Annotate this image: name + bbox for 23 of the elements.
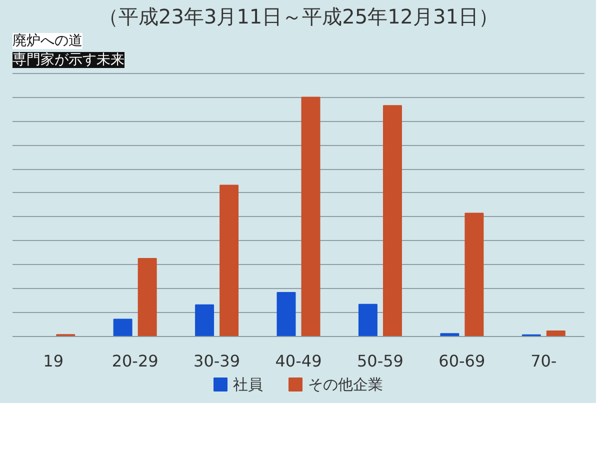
bar — [195, 304, 214, 336]
x-tick-label: 30-39 — [194, 352, 240, 370]
x-tick-label: 20-29 — [112, 352, 158, 370]
bar — [276, 292, 296, 336]
bar — [301, 96, 320, 336]
bar — [546, 330, 566, 336]
text: 専門家が示す未来 — [12, 52, 124, 68]
bar — [382, 105, 402, 336]
x-tick-label: 40-49 — [275, 352, 322, 370]
bar — [358, 304, 378, 336]
x-tick-label: 19 — [43, 352, 64, 370]
x-tick-label: 60-69 — [438, 352, 486, 370]
bar — [113, 318, 132, 336]
x-tick-label: 70- — [530, 352, 557, 370]
bar — [464, 212, 484, 336]
bar — [138, 258, 157, 336]
text: 廃炉への道 — [12, 33, 82, 49]
legend-label: その他企業 — [308, 376, 383, 394]
bar — [220, 184, 239, 336]
x-tick-label: 50-59 — [356, 352, 404, 370]
legend-label: 社員 — [233, 376, 263, 394]
chart-title: （平成23年3月11日～平成25年12月31日） — [98, 4, 498, 28]
bar — [440, 333, 460, 336]
